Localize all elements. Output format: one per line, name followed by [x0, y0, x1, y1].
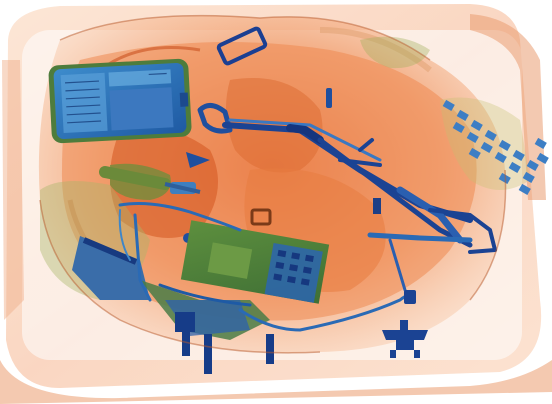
bag-outline-strokes — [39, 14, 507, 354]
circuit-board — [180, 220, 330, 304]
connector-part — [382, 290, 428, 358]
metal-frame-strap — [197, 103, 497, 292]
buckle-item — [216, 26, 268, 66]
keypad-grid — [442, 99, 549, 195]
handle-tool — [99, 166, 201, 194]
tablet-device — [48, 58, 192, 144]
cabled-device — [72, 236, 274, 374]
